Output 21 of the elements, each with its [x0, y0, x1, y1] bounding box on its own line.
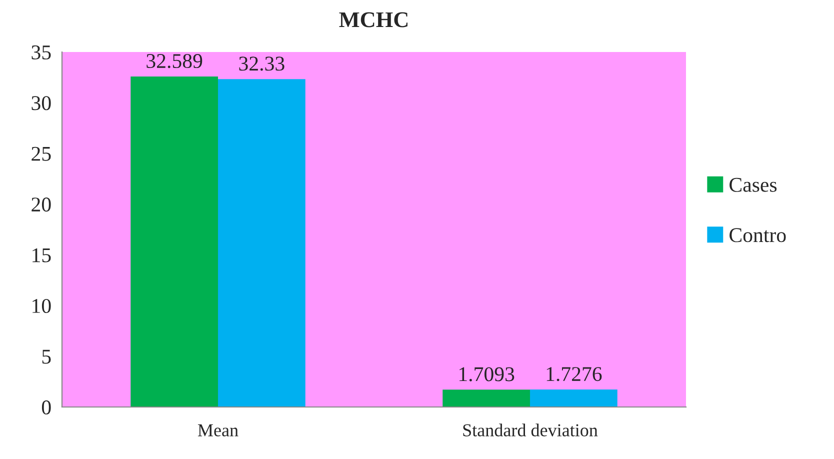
y-tick-label: 35: [32, 45, 51, 60]
y-tick-label: 15: [32, 248, 51, 262]
y-tick-label: 25: [32, 146, 51, 161]
bar: [218, 79, 306, 407]
legend-label: Contro: [730, 228, 786, 242]
bar: [530, 389, 618, 407]
y-tick-label: 30: [32, 96, 51, 110]
bar: [130, 76, 218, 407]
y-tick-label: 0: [42, 400, 51, 414]
data-label: 1.7276: [546, 367, 602, 382]
chart-title: MCHC: [339, 12, 408, 28]
data-label: 32.589: [146, 54, 202, 68]
y-tick-label: 5: [42, 350, 51, 364]
x-tick-label: Standard deviation: [463, 424, 598, 436]
y-tick-label: 10: [32, 298, 51, 314]
legend-label: Cases: [730, 178, 777, 192]
data-label: 32.33: [239, 56, 284, 71]
bar: [442, 390, 530, 407]
y-tick-label: 20: [32, 198, 51, 212]
data-label: 1.7093: [460, 367, 514, 382]
x-tick-label: Mean: [198, 424, 238, 436]
